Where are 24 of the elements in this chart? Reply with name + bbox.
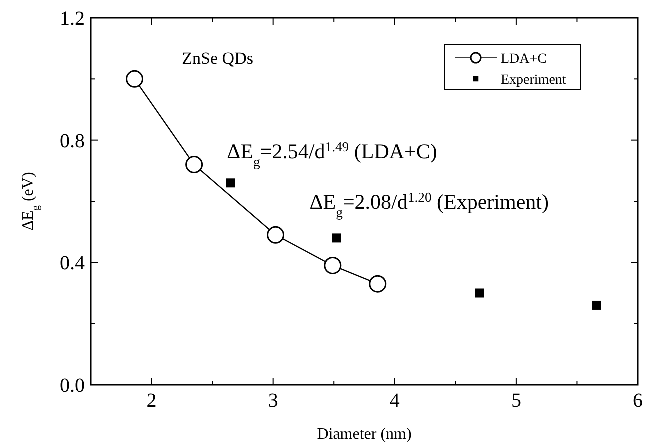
- point: [267, 226, 285, 244]
- annotation: ZnSe QDs: [182, 48, 254, 68]
- point: [592, 300, 602, 310]
- annotation: ΔE$_{g}$=2.08/d$^{1.20}$ (Experiment): [310, 190, 549, 220]
- x-tick-label: 6: [633, 390, 643, 412]
- point: [332, 234, 342, 243]
- x-tick-label: 5: [511, 390, 522, 412]
- point: [324, 256, 342, 274]
- point: [186, 156, 204, 174]
- x-tick-label: 4: [390, 390, 400, 412]
- legend-label: LDA+C: [501, 52, 548, 67]
- point: [226, 178, 236, 188]
- text: 0.0: [60, 375, 85, 397]
- x-tick-label: 3: [268, 390, 278, 412]
- point: [369, 275, 387, 293]
- legend-label: Experiment: [501, 73, 566, 88]
- y-tick-label: 0.4: [60, 252, 85, 275]
- point: [126, 70, 144, 88]
- point: [475, 288, 484, 298]
- x-tick-label: 2: [146, 390, 157, 412]
- y-tick-label: 0.8: [60, 130, 85, 152]
- annotation: ΔE$_{g}$=2.54/d$^{1.49}$ (LDA+C): [227, 139, 438, 170]
- y-tick-label: 1.2: [60, 8, 85, 30]
- x-axis-title: Diameter (nm): [317, 426, 412, 443]
